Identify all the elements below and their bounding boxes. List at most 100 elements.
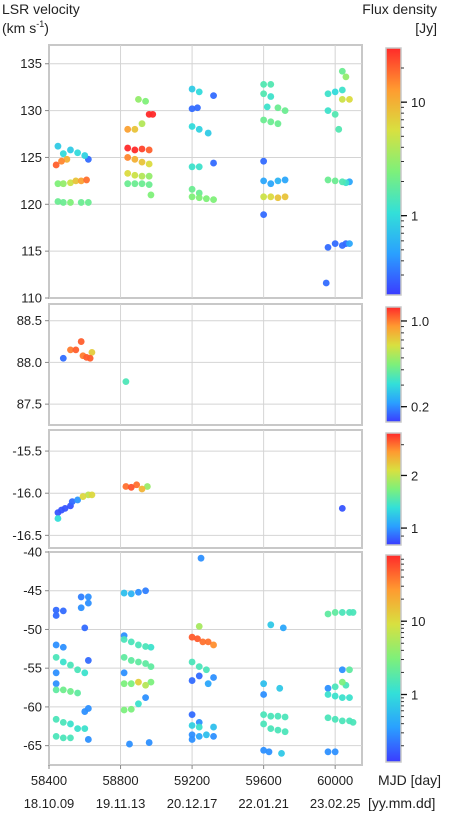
y-tick-label: 135 — [20, 56, 42, 71]
data-point — [331, 240, 339, 248]
data-point — [274, 194, 282, 202]
data-point — [324, 691, 332, 698]
data-point — [322, 279, 330, 287]
data-point — [188, 731, 196, 739]
data-point — [260, 746, 268, 754]
data-point — [52, 732, 60, 740]
data-point — [54, 142, 62, 150]
data-point — [131, 155, 139, 163]
data-point — [59, 719, 67, 726]
y-tick-label: 88.5 — [17, 313, 42, 328]
data-point — [194, 635, 201, 643]
data-point — [195, 88, 203, 96]
data-point — [142, 694, 149, 702]
data-point — [324, 714, 332, 722]
data-point — [124, 180, 132, 188]
data-point — [267, 621, 275, 629]
data-point — [260, 211, 268, 219]
data-point — [281, 193, 289, 201]
colorbar-a: 1 10 — [385, 47, 425, 296]
data-point — [338, 504, 346, 512]
data-point — [188, 658, 196, 666]
data-point — [135, 658, 142, 666]
data-point — [124, 169, 132, 177]
colorbar-gradient — [385, 432, 402, 546]
data-point — [331, 692, 339, 700]
y-tick-label: 130 — [20, 103, 42, 118]
data-point — [195, 125, 203, 133]
data-point — [338, 67, 346, 75]
data-point — [52, 715, 60, 723]
data-point — [81, 669, 89, 677]
data-point — [281, 176, 289, 184]
data-point — [142, 97, 149, 105]
y-tick-label: -15.5 — [12, 444, 42, 459]
data-point — [54, 515, 62, 522]
data-point — [331, 110, 339, 118]
x-axis-title-mjd: MJD [day] — [378, 772, 441, 788]
data-point — [59, 607, 67, 615]
data-point — [145, 146, 153, 154]
colorbar-tick-label: 1.0 — [411, 314, 429, 329]
data-point — [195, 194, 203, 202]
colorbar-tick-label: 1 — [411, 209, 418, 224]
data-point — [265, 748, 273, 756]
colorbar-title-line2: [Jy] — [415, 20, 437, 36]
data-point — [188, 677, 196, 684]
plot-frame — [48, 44, 363, 299]
data-point — [74, 149, 82, 157]
data-point — [338, 666, 346, 674]
data-point — [188, 85, 196, 93]
data-point — [67, 734, 74, 742]
colorbar-gradient — [385, 306, 402, 423]
colorbar-c: 12 — [385, 432, 418, 546]
data-point — [324, 244, 332, 251]
data-point — [59, 658, 67, 666]
data-point — [149, 110, 157, 118]
colorbar-gradient — [385, 554, 402, 763]
data-point — [79, 493, 87, 500]
x-tick-label: 58400 — [31, 773, 67, 788]
x-tick-label: 58800 — [102, 773, 138, 788]
data-point — [274, 712, 282, 720]
plot-frame — [48, 551, 363, 766]
data-point — [68, 498, 76, 506]
data-point — [138, 145, 146, 153]
data-point — [131, 171, 139, 179]
data-point — [143, 483, 151, 490]
data-point — [188, 105, 196, 113]
data-point — [342, 73, 350, 81]
data-point — [61, 504, 69, 512]
data-point — [195, 163, 203, 171]
data-point — [131, 180, 139, 188]
data-point — [210, 196, 217, 204]
x-axis: 58400 18.10.09 58800 19.11.13 59200 20.12.17 5… — [24, 765, 360, 811]
data-point — [127, 680, 135, 688]
data-point — [59, 643, 67, 651]
data-point — [260, 80, 268, 88]
data-point — [331, 609, 339, 616]
data-point — [194, 104, 201, 112]
colorbar-tick-label: 10 — [411, 614, 425, 629]
data-point — [88, 491, 96, 499]
data-point — [267, 193, 275, 201]
data-point — [195, 732, 203, 740]
data-point — [335, 125, 343, 133]
panel-c: -15.5-16.0-16.5 12 — [12, 429, 418, 549]
y-tick-label: -45 — [23, 583, 42, 598]
data-point — [267, 725, 275, 732]
data-point — [324, 610, 332, 618]
data-point — [202, 195, 210, 203]
data-point — [67, 179, 74, 187]
data-point — [122, 483, 130, 490]
y-tick-label: -16.0 — [12, 486, 42, 501]
data-point — [260, 680, 268, 688]
data-point — [260, 116, 268, 124]
data-point — [199, 638, 207, 646]
data-point — [210, 159, 217, 167]
y-tick-label: -55 — [23, 661, 42, 676]
data-point — [324, 90, 332, 98]
data-point — [54, 180, 62, 188]
data-point — [210, 641, 217, 649]
